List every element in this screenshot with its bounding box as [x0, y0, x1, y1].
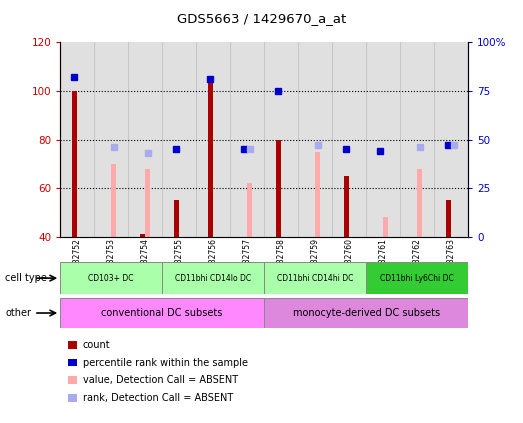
Bar — [264, 42, 298, 237]
Bar — [344, 176, 349, 237]
Bar — [332, 42, 366, 237]
Bar — [383, 217, 389, 237]
Bar — [264, 298, 468, 328]
Bar — [60, 262, 162, 294]
Bar — [446, 201, 451, 237]
Text: CD11bhi CD14lo DC: CD11bhi CD14lo DC — [175, 274, 251, 283]
Bar — [128, 42, 162, 237]
Text: CD103+ DC: CD103+ DC — [88, 274, 134, 283]
Bar — [366, 262, 468, 294]
Bar — [315, 152, 321, 237]
Text: CD11bhi Ly6Chi DC: CD11bhi Ly6Chi DC — [380, 274, 454, 283]
Bar — [145, 169, 151, 237]
Bar — [276, 140, 281, 237]
Bar — [434, 42, 468, 237]
Text: cell type: cell type — [5, 273, 47, 283]
Bar — [417, 169, 423, 237]
Bar — [298, 42, 332, 237]
Bar — [264, 262, 366, 294]
Bar — [72, 91, 77, 237]
Bar — [247, 184, 253, 237]
Bar — [60, 298, 264, 328]
Text: rank, Detection Call = ABSENT: rank, Detection Call = ABSENT — [83, 393, 233, 403]
Bar — [400, 42, 434, 237]
Bar — [60, 42, 94, 237]
Bar — [196, 42, 230, 237]
Text: CD11bhi CD14hi DC: CD11bhi CD14hi DC — [277, 274, 354, 283]
Text: percentile rank within the sample: percentile rank within the sample — [83, 357, 247, 368]
Text: GDS5663 / 1429670_a_at: GDS5663 / 1429670_a_at — [177, 12, 346, 25]
Bar — [366, 42, 400, 237]
Bar — [230, 42, 264, 237]
Text: other: other — [5, 308, 31, 318]
Bar — [174, 201, 179, 237]
Bar — [111, 164, 117, 237]
Bar — [208, 79, 213, 237]
Text: count: count — [83, 340, 110, 350]
Bar — [162, 262, 264, 294]
Bar — [140, 234, 145, 237]
Text: conventional DC subsets: conventional DC subsets — [101, 308, 223, 318]
Text: value, Detection Call = ABSENT: value, Detection Call = ABSENT — [83, 375, 238, 385]
Bar — [162, 42, 196, 237]
Bar — [94, 42, 128, 237]
Text: monocyte-derived DC subsets: monocyte-derived DC subsets — [292, 308, 440, 318]
